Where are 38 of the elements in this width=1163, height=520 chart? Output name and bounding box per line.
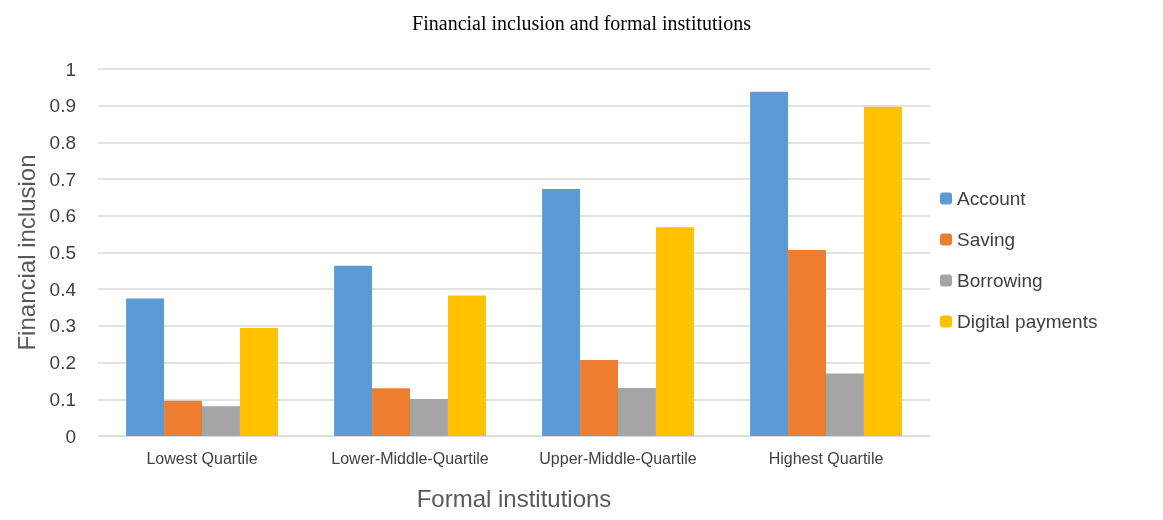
- bar: [202, 406, 240, 436]
- y-tick-label: 0.2: [49, 352, 76, 374]
- y-tick-label: 0.4: [49, 278, 77, 300]
- bar: [580, 360, 618, 436]
- y-tick-label: 0.8: [49, 131, 76, 153]
- legend-label: Account: [957, 188, 1027, 209]
- bar: [334, 265, 373, 436]
- x-tick-label: Upper-Middle-Quartile: [539, 449, 697, 467]
- bar: [863, 106, 902, 436]
- bar: [164, 400, 202, 436]
- y-tick-label: 0.6: [49, 205, 76, 227]
- bar: [618, 387, 656, 436]
- bar: [655, 227, 694, 436]
- y-tick-label: 0.1: [49, 388, 76, 410]
- bar: [788, 249, 826, 436]
- x-tick-label: Highest Quartile: [768, 449, 884, 467]
- x-tick-label: Lower-Middle-Quartile: [331, 449, 489, 467]
- bar: [447, 295, 486, 436]
- y-tick-label: 0.9: [49, 95, 76, 117]
- y-tick-label: 0.7: [49, 168, 76, 190]
- legend-label: Digital payments: [957, 311, 1098, 332]
- bar: [410, 398, 448, 436]
- bar: [372, 388, 410, 436]
- y-tick-label: 0.5: [49, 242, 76, 263]
- chart-title: Financial inclusion and formal institutions: [412, 12, 752, 34]
- bar: [750, 91, 789, 436]
- bar: [239, 328, 278, 436]
- legend-label: Saving: [957, 229, 1016, 250]
- y-tick-label: 0.3: [49, 315, 76, 337]
- y-tick-label: 0: [65, 425, 76, 447]
- x-axis-title: Formal institutions: [416, 484, 612, 512]
- bar: [542, 189, 581, 436]
- y-axis-title: Financial inclusion: [13, 154, 41, 351]
- x-tick-label: Lowest Quartile: [146, 449, 258, 467]
- bar: [126, 298, 165, 436]
- legend-label: Borrowing: [957, 270, 1043, 291]
- y-tick-label: 1: [65, 58, 76, 80]
- bar: [826, 373, 864, 436]
